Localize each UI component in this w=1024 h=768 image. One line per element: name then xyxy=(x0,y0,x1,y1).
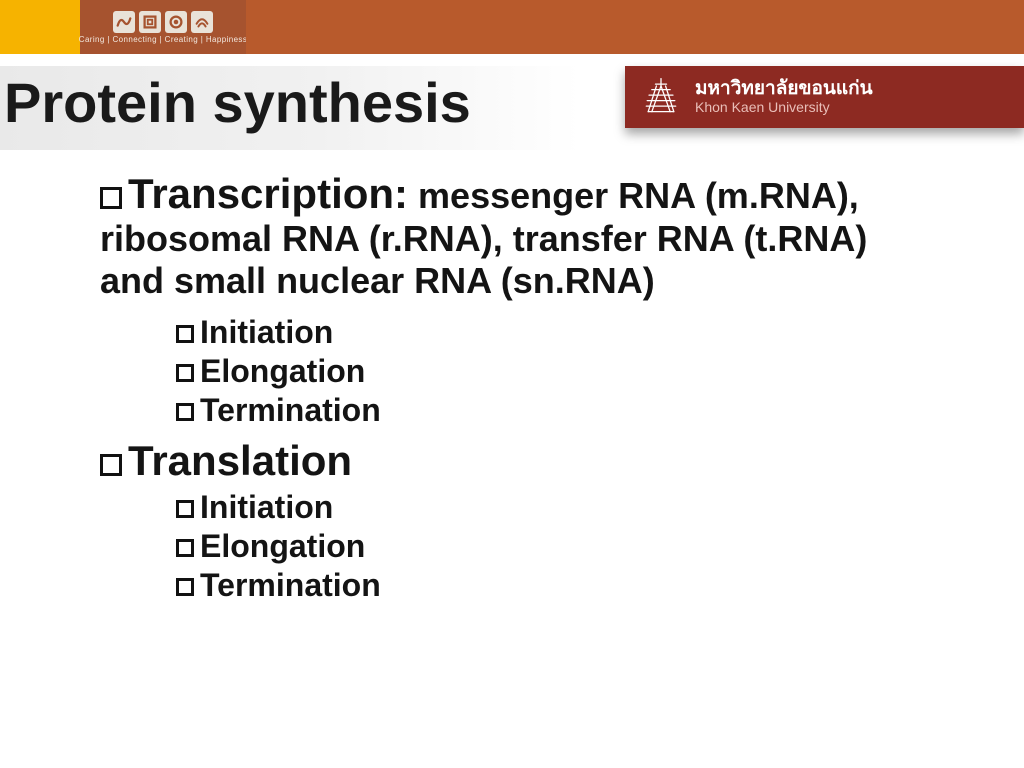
sub-bullet-item: Initiation xyxy=(176,489,940,526)
sub-bullet-item: Elongation xyxy=(176,353,940,390)
square-bullet-icon xyxy=(176,539,194,557)
sub-bullet-label: Elongation xyxy=(200,528,365,564)
sub-bullet-item: Termination xyxy=(176,567,940,604)
university-name-english: Khon Kaen University xyxy=(695,100,873,115)
transcription-heading: Transcription: xyxy=(128,170,408,217)
sub-bullet-item: Termination xyxy=(176,392,940,429)
header-band: Caring | Connecting | Creating | Happine… xyxy=(0,0,1024,54)
brand-glyph-icon xyxy=(165,11,187,33)
university-name-thai: มหาวิทยาลัยขอนแก่น xyxy=(695,79,873,100)
university-crest-icon xyxy=(639,75,683,119)
brand-glyph-icon xyxy=(113,11,135,33)
accent-yellow-block xyxy=(0,0,80,54)
translation-heading: Translation xyxy=(128,437,352,484)
sub-bullet-label: Initiation xyxy=(200,489,333,525)
sub-bullet-label: Termination xyxy=(200,567,381,603)
brand-glyph-icon xyxy=(139,11,161,33)
sub-bullet-item: Initiation xyxy=(176,314,940,351)
header-orange-band xyxy=(246,0,1024,54)
square-bullet-icon xyxy=(176,578,194,596)
square-bullet-icon xyxy=(100,454,122,476)
title-row: Protein synthesis xyxy=(0,66,1024,150)
square-bullet-icon xyxy=(176,500,194,518)
slide-content: Transcription: messenger RNA (m.RNA), ri… xyxy=(100,170,940,606)
bullet-transcription: Transcription: messenger RNA (m.RNA), ri… xyxy=(100,170,940,302)
brand-tagline: Caring | Connecting | Creating | Happine… xyxy=(79,35,247,44)
university-badge: มหาวิทยาลัยขอนแก่น Khon Kaen University xyxy=(625,66,1024,128)
square-bullet-icon xyxy=(176,403,194,421)
slide-title: Protein synthesis xyxy=(4,70,471,135)
brand-logo-box: Caring | Connecting | Creating | Happine… xyxy=(80,0,246,54)
bullet-translation: Translation xyxy=(100,437,940,485)
sub-bullet-item: Elongation xyxy=(176,528,940,565)
sub-bullet-label: Elongation xyxy=(200,353,365,389)
slide-root: { "colors": { "accent_yellow": "#f6b300"… xyxy=(0,0,1024,768)
square-bullet-icon xyxy=(100,187,122,209)
sub-bullet-label: Initiation xyxy=(200,314,333,350)
university-text: มหาวิทยาลัยขอนแก่น Khon Kaen University xyxy=(695,79,873,115)
brand-glyph-icon xyxy=(191,11,213,33)
sub-bullet-label: Termination xyxy=(200,392,381,428)
brand-glyph-row xyxy=(113,11,213,33)
square-bullet-icon xyxy=(176,364,194,382)
square-bullet-icon xyxy=(176,325,194,343)
